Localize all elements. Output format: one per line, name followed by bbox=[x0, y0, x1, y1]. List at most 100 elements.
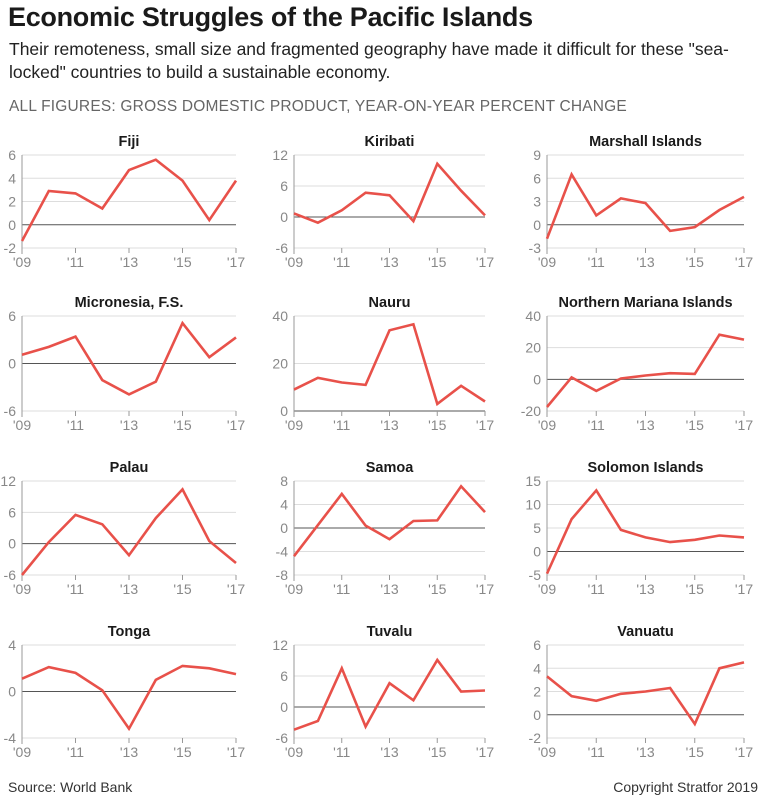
x-tick-label: '17 bbox=[227, 254, 245, 270]
y-tick-label: -5 bbox=[529, 567, 542, 583]
x-tick-label: '13 bbox=[636, 417, 654, 433]
y-tick-label: 0 bbox=[8, 217, 16, 233]
x-tick-label: '13 bbox=[120, 744, 138, 760]
chart-panel-tonga: Tonga -4 0 4 '09 '11 '13 '15 '17 bbox=[4, 624, 246, 760]
x-tick-label: '15 bbox=[173, 254, 191, 270]
x-tick-label: '11 bbox=[67, 417, 84, 433]
series-line bbox=[545, 488, 745, 575]
y-tick-label: 6 bbox=[8, 308, 16, 324]
chart-panel-marshall-islands: Marshall Islands -3 0 3 6 9 '09 '11 '13 '15 '17 bbox=[529, 134, 754, 270]
chart-panel-palau: Palau -6 0 6 12 '09 '11 '13 '15 '17 bbox=[0, 460, 245, 597]
y-tick-label: -4 bbox=[276, 544, 289, 560]
chart-panel-samoa: Samoa -8 -4 0 4 8 '09 '11 '13 '15 '17 bbox=[276, 460, 495, 597]
x-tick-label: '15 bbox=[428, 744, 446, 760]
y-tick-label: -6 bbox=[276, 730, 289, 746]
series-line bbox=[21, 320, 237, 396]
x-tick-label: '15 bbox=[173, 744, 191, 760]
chart-title: Solomon Islands bbox=[587, 460, 703, 476]
y-tick-label: 10 bbox=[525, 497, 541, 513]
x-tick-label: '17 bbox=[227, 417, 245, 433]
chart-title: Nauru bbox=[369, 295, 411, 311]
y-tick-label: 0 bbox=[280, 403, 288, 419]
y-tick-label: 40 bbox=[525, 308, 541, 324]
y-tick-label: 20 bbox=[525, 340, 541, 356]
x-tick-label: '09 bbox=[285, 581, 303, 597]
chart-panel-tuvalu: Tuvalu -6 0 6 12 '09 '11 '13 '15 '17 bbox=[272, 624, 494, 760]
y-tick-label: 5 bbox=[533, 520, 541, 536]
y-tick-label: 4 bbox=[8, 170, 16, 186]
y-tick-label: 20 bbox=[272, 356, 288, 372]
series-line bbox=[21, 664, 237, 732]
y-tick-label: 2 bbox=[533, 684, 541, 700]
y-tick-label: 12 bbox=[272, 147, 288, 163]
y-tick-label: -3 bbox=[529, 240, 542, 256]
y-tick-label: -20 bbox=[521, 403, 541, 419]
x-tick-label: '17 bbox=[735, 581, 753, 597]
chart-panel-nauru: Nauru 0 20 40 '09 '11 '13 '15 '17 bbox=[272, 295, 494, 433]
y-tick-label: 0 bbox=[533, 371, 541, 387]
y-tick-label: -6 bbox=[4, 567, 17, 583]
x-tick-label: '17 bbox=[476, 744, 494, 760]
y-tick-label: 4 bbox=[280, 497, 288, 513]
x-tick-label: '11 bbox=[333, 581, 350, 597]
x-tick-label: '17 bbox=[735, 254, 753, 270]
y-tick-label: 2 bbox=[8, 194, 16, 210]
x-tick-label: '11 bbox=[333, 744, 350, 760]
y-tick-label: -4 bbox=[4, 730, 17, 746]
chart-panel-kiribati: Kiribati -6 0 6 12 '09 '11 '13 '15 '17 bbox=[272, 134, 494, 270]
series-line bbox=[293, 161, 486, 225]
y-tick-label: 0 bbox=[533, 217, 541, 233]
x-tick-label: '11 bbox=[588, 254, 605, 270]
x-tick-label: '11 bbox=[588, 417, 605, 433]
x-tick-label: '13 bbox=[380, 417, 398, 433]
chart-title: Palau bbox=[110, 460, 149, 476]
copyright-note: Copyright Stratfor 2019 bbox=[613, 779, 758, 795]
series-line bbox=[20, 158, 238, 242]
y-tick-label: 6 bbox=[8, 147, 16, 163]
x-tick-label: '11 bbox=[67, 581, 84, 597]
y-tick-label: -2 bbox=[4, 240, 17, 256]
page-subtitle: Their remoteness, small size and fragmen… bbox=[9, 39, 729, 82]
chart-title: Fiji bbox=[119, 134, 140, 150]
y-tick-label: 0 bbox=[8, 536, 16, 552]
source-note: Source: World Bank bbox=[8, 779, 133, 795]
series-line bbox=[293, 657, 486, 731]
series-line bbox=[546, 333, 745, 408]
x-tick-label: '09 bbox=[538, 417, 556, 433]
x-tick-label: '15 bbox=[428, 581, 446, 597]
y-tick-label: 15 bbox=[525, 473, 541, 489]
x-tick-label: '09 bbox=[13, 417, 31, 433]
y-tick-label: 0 bbox=[533, 707, 541, 723]
chart-title: Micronesia, F.S. bbox=[75, 295, 184, 311]
x-tick-label: '11 bbox=[67, 254, 84, 270]
y-tick-label: 4 bbox=[8, 637, 16, 653]
x-tick-label: '15 bbox=[428, 254, 446, 270]
y-tick-label: -6 bbox=[4, 403, 17, 419]
chart-title: Vanuatu bbox=[617, 624, 673, 640]
chart-title: Tuvalu bbox=[367, 624, 413, 640]
chart-title: Northern Mariana Islands bbox=[558, 295, 732, 311]
y-tick-label: 12 bbox=[0, 473, 16, 489]
x-tick-label: '15 bbox=[428, 417, 446, 433]
y-tick-label: 4 bbox=[533, 660, 541, 676]
x-tick-label: '17 bbox=[476, 581, 494, 597]
x-tick-label: '11 bbox=[588, 581, 605, 597]
chart-panel-fiji: Fiji -2 0 2 4 6 '09 '11 '13 '15 '17 bbox=[4, 134, 246, 270]
x-tick-label: '09 bbox=[13, 254, 31, 270]
chart-panel-solomon-islands: Solomon Islands -5 0 5 10 15 '09 '11 '13 '15 '17 bbox=[525, 460, 753, 597]
x-tick-label: '09 bbox=[285, 417, 303, 433]
chart-title: Samoa bbox=[366, 460, 414, 476]
x-tick-label: '15 bbox=[173, 417, 191, 433]
series-line bbox=[293, 322, 486, 407]
series-line bbox=[545, 171, 745, 240]
chart-panel-micronesia-f-s: Micronesia, F.S. -6 0 6 '09 '11 '13 '15 '17 bbox=[4, 295, 246, 433]
x-tick-label: '13 bbox=[380, 254, 398, 270]
chart-title: Kiribati bbox=[365, 134, 415, 150]
x-tick-label: '13 bbox=[636, 581, 654, 597]
y-tick-label: 6 bbox=[8, 504, 16, 520]
x-tick-label: '11 bbox=[333, 417, 350, 433]
x-tick-label: '13 bbox=[636, 254, 654, 270]
x-tick-label: '17 bbox=[227, 581, 245, 597]
y-tick-label: 0 bbox=[280, 699, 288, 715]
x-tick-label: '13 bbox=[380, 581, 398, 597]
